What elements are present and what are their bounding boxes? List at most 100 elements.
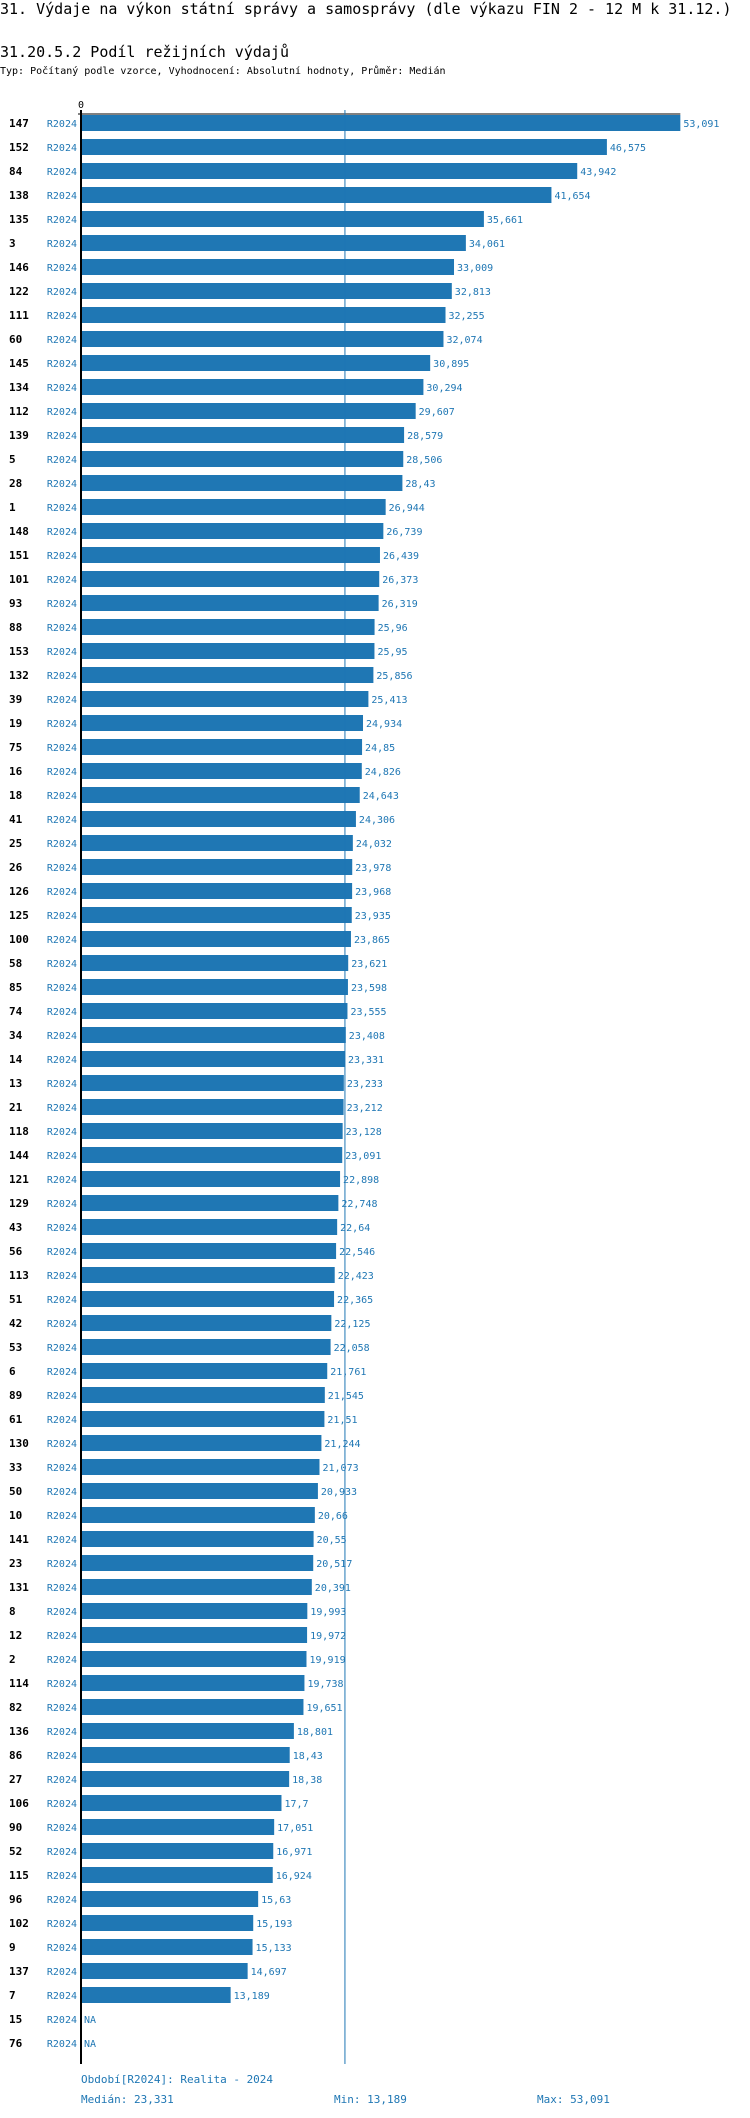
category-label: 15: [9, 2013, 22, 2026]
bar: [82, 1699, 304, 1715]
series-label: R2024: [47, 599, 77, 610]
series-label: R2024: [47, 143, 77, 154]
category-label: 121: [9, 1173, 29, 1186]
series-label: R2024: [47, 623, 77, 634]
value-label: 19,993: [310, 1607, 346, 1618]
value-label: 26,439: [383, 551, 419, 562]
bar: [82, 1579, 312, 1595]
category-label: 58: [9, 957, 22, 970]
category-label: 101: [9, 573, 29, 586]
value-label: 20,66: [318, 1511, 348, 1522]
value-label: 35,661: [487, 215, 523, 226]
series-label: R2024: [47, 1751, 77, 1762]
value-label: 32,813: [455, 287, 491, 298]
chart-description: Typ: Počítaný podle vzorce, Vyhodnocení:…: [0, 66, 446, 77]
bar: [82, 1411, 325, 1427]
series-label: R2024: [47, 1535, 77, 1546]
category-label: 145: [9, 357, 29, 370]
value-label: NA: [84, 2039, 96, 2050]
series-label: R2024: [47, 1391, 77, 1402]
bar: [82, 1099, 344, 1115]
bar: [82, 1867, 273, 1883]
value-label: 22,64: [340, 1223, 370, 1234]
series-label: R2024: [47, 1367, 77, 1378]
value-label: 24,032: [356, 839, 392, 850]
bar: [82, 619, 375, 635]
value-label: 16,971: [276, 1847, 312, 1858]
value-label: 28,506: [406, 455, 442, 466]
value-label: 21,51: [327, 1415, 357, 1426]
series-label: R2024: [47, 1103, 77, 1114]
series-label: R2024: [47, 887, 77, 898]
category-label: 12: [9, 1629, 22, 1642]
bar: [82, 1795, 282, 1811]
category-label: 41: [9, 813, 23, 826]
category-label: 6: [9, 1365, 16, 1378]
category-label: 56: [9, 1245, 23, 1258]
category-label: 39: [9, 693, 22, 706]
value-label: 21,761: [330, 1367, 366, 1378]
series-label: R2024: [47, 2039, 77, 2050]
value-label: 23,935: [355, 911, 391, 922]
series-label: R2024: [47, 815, 77, 826]
category-label: 122: [9, 285, 29, 298]
category-label: 2: [9, 1653, 16, 1666]
series-label: R2024: [47, 1559, 77, 1570]
value-label: 26,319: [382, 599, 418, 610]
value-label: 22,748: [341, 1199, 377, 1210]
bar: [82, 1963, 248, 1979]
series-label: R2024: [47, 335, 77, 346]
value-label: 33,009: [457, 263, 493, 274]
value-label: 23,408: [349, 1031, 385, 1042]
category-label: 84: [9, 165, 23, 178]
category-label: 27: [9, 1773, 22, 1786]
footer-min: Min: 13,189: [334, 2093, 407, 2106]
bar: [82, 1987, 231, 2003]
bar: [82, 1723, 294, 1739]
series-label: R2024: [47, 215, 77, 226]
category-label: 153: [9, 645, 29, 658]
bar: [82, 427, 405, 443]
value-label: 21,244: [324, 1439, 360, 1450]
category-label: 85: [9, 981, 22, 994]
series-label: R2024: [47, 767, 77, 778]
category-label: 102: [9, 1917, 29, 1930]
category-label: 60: [9, 333, 22, 346]
category-label: 18: [9, 789, 22, 802]
category-label: 132: [9, 669, 29, 682]
bar: [82, 739, 363, 755]
series-label: R2024: [47, 1463, 77, 1474]
value-label: 15,63: [261, 1895, 291, 1906]
category-label: 19: [9, 717, 22, 730]
series-label: R2024: [47, 839, 77, 850]
value-label: 18,801: [297, 1727, 333, 1738]
category-label: 10: [9, 1509, 22, 1522]
bar: [82, 715, 364, 731]
category-label: 137: [9, 1965, 29, 1978]
footer-median: Medián: 23,331: [81, 2093, 174, 2106]
series-label: R2024: [47, 1319, 77, 1330]
bar: [82, 907, 352, 923]
value-label: 22,058: [334, 1343, 370, 1354]
chart-subtitle: 31.20.5.2 Podíl režijních výdajů: [0, 43, 289, 61]
value-label: 43,942: [580, 167, 616, 178]
value-label: 25,856: [376, 671, 412, 682]
bar: [82, 475, 403, 491]
series-label: R2024: [47, 959, 77, 970]
bar: [82, 643, 375, 659]
category-label: 146: [9, 261, 29, 274]
series-label: R2024: [47, 263, 77, 274]
series-label: R2024: [47, 359, 77, 370]
value-label: 24,826: [365, 767, 401, 778]
value-label: 19,919: [309, 1655, 345, 1666]
value-label: 19,651: [306, 1703, 342, 1714]
category-label: 16: [9, 765, 23, 778]
bar: [82, 163, 578, 179]
value-label: 24,643: [363, 791, 399, 802]
bar: [82, 787, 360, 803]
value-label: 32,074: [446, 335, 482, 346]
category-label: 130: [9, 1437, 29, 1450]
bar: [82, 883, 353, 899]
value-label: 28,43: [405, 479, 435, 490]
